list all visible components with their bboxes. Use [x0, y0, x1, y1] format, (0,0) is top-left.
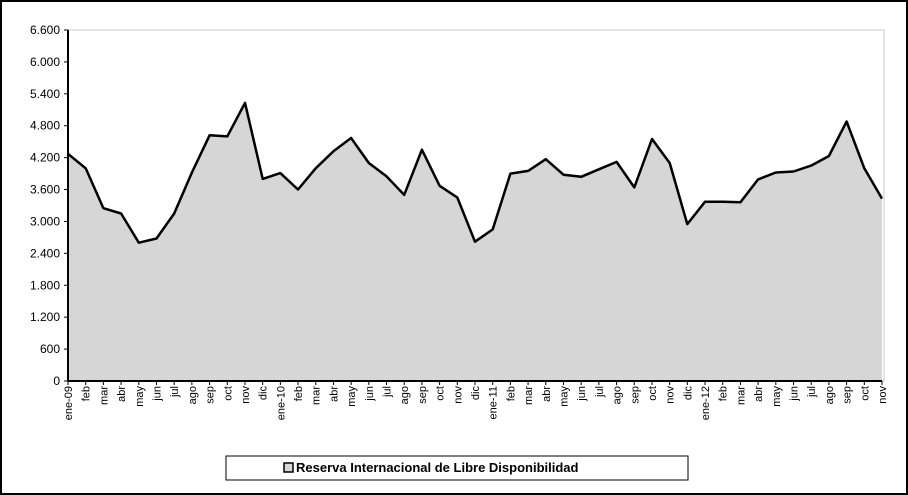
- x-tick-label: feb: [718, 386, 730, 401]
- x-tick-label: nov: [877, 386, 889, 404]
- x-tick-label: jul: [806, 386, 818, 398]
- x-tick-label: dic: [682, 386, 694, 401]
- x-tick-label: jul: [382, 386, 394, 398]
- x-tick-label: oct: [647, 386, 659, 401]
- x-tick-label: dic: [258, 386, 270, 401]
- x-tick-label: may: [771, 386, 783, 407]
- x-tick-label: abr: [753, 386, 765, 402]
- x-tick-label: abr: [328, 386, 340, 402]
- x-tick-label: mar: [523, 386, 535, 405]
- x-tick-label: mar: [311, 386, 323, 405]
- x-tick-label: nov: [452, 386, 464, 404]
- x-tick-label: feb: [81, 386, 93, 401]
- x-tick-label: nov: [240, 386, 252, 404]
- x-tick-label: sep: [205, 386, 217, 404]
- x-tick-label: ago: [612, 386, 624, 404]
- y-tick-label: 2.400: [30, 246, 60, 260]
- x-tick-label: jul: [169, 386, 181, 398]
- x-tick-label: mar: [98, 386, 110, 405]
- x-tick-label: may: [346, 386, 358, 407]
- x-tick-label: jun: [576, 386, 588, 402]
- x-tick-label: feb: [505, 386, 517, 401]
- y-tick-label: 600: [40, 342, 60, 356]
- x-tick-label: jun: [151, 386, 163, 402]
- y-tick-label: 0: [53, 374, 60, 388]
- x-tick-label: ago: [399, 386, 411, 404]
- y-tick-label: 1.200: [30, 310, 60, 324]
- x-tick-label: oct: [859, 386, 871, 401]
- x-tick-label: ene-11: [488, 386, 500, 419]
- x-tick-label: ago: [824, 386, 836, 404]
- x-tick-label: sep: [417, 386, 429, 404]
- x-tick-label: jul: [594, 386, 606, 398]
- y-tick-label: 1.800: [30, 278, 60, 292]
- y-tick-label: 6.600: [30, 23, 60, 37]
- x-tick-label: sep: [842, 386, 854, 404]
- x-tick-label: dic: [470, 386, 482, 401]
- x-tick-label: abr: [541, 386, 553, 402]
- x-tick-label: mar: [735, 386, 747, 405]
- y-tick-label: 4.200: [30, 151, 60, 165]
- y-tick-label: 5.400: [30, 87, 60, 101]
- y-tick-label: 3.000: [30, 214, 60, 228]
- x-tick-label: ago: [187, 386, 199, 404]
- legend-box: [225, 455, 689, 481]
- line: [67, 101, 884, 244]
- y-tick-label: 6.000: [30, 55, 60, 69]
- x-tick-label: oct: [222, 386, 234, 401]
- y-tick-label: 3.600: [30, 183, 60, 197]
- x-tick-label: ene-12: [700, 386, 712, 420]
- x-tick-label: may: [558, 386, 570, 407]
- x-tick-label: jun: [789, 386, 801, 402]
- x-tick-label: ene-10: [275, 386, 287, 420]
- x-tick-label: abr: [116, 386, 128, 402]
- x-tick-label: sep: [629, 386, 641, 404]
- legend-swatch: [283, 462, 294, 473]
- x-tick-label: nov: [665, 386, 677, 404]
- x-tick-label: ene-09: [63, 386, 75, 420]
- x-tick-label: may: [134, 386, 146, 407]
- x-tick-label: oct: [435, 386, 447, 401]
- x-tick-label: jun: [364, 386, 376, 402]
- y-tick-label: 4.800: [30, 119, 60, 133]
- x-tick-label: feb: [293, 386, 305, 401]
- legend-label: Reserva Internacional de Libre Disponibi…: [296, 460, 579, 475]
